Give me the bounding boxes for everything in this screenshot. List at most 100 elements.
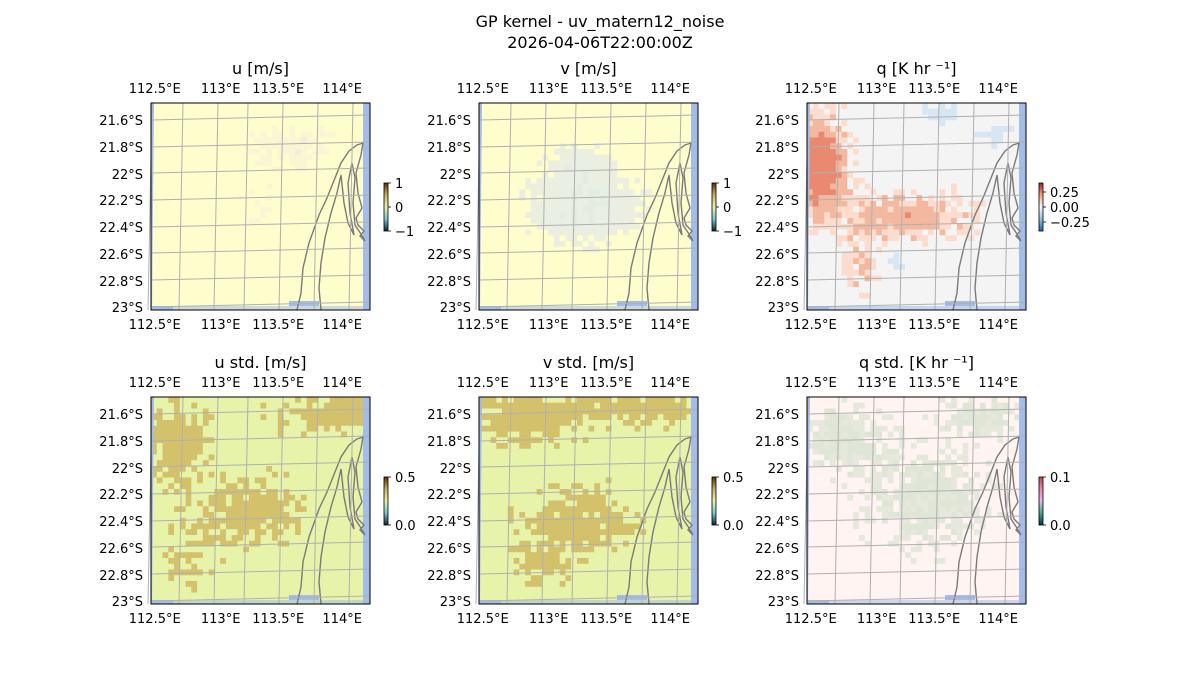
heatmap-cell xyxy=(179,229,186,236)
heatmap-cell xyxy=(237,223,244,230)
heatmap-cell xyxy=(611,154,618,161)
heatmap-cell xyxy=(974,177,981,184)
heatmap-cell xyxy=(243,397,250,404)
heatmap-cell xyxy=(571,154,578,161)
heatmap-cell xyxy=(887,252,894,259)
heatmap-cell xyxy=(640,137,647,144)
heatmap-cell xyxy=(225,402,233,409)
heatmap-cell xyxy=(323,246,331,253)
heatmap-cell xyxy=(991,287,998,294)
heatmap-cell xyxy=(910,298,917,305)
heatmap-cell xyxy=(646,246,653,253)
heatmap-cell xyxy=(346,154,354,161)
heatmap-cell xyxy=(997,149,1004,156)
heatmap-cell xyxy=(220,246,227,253)
heatmap-cell xyxy=(323,212,331,219)
heatmap-cell xyxy=(928,126,935,133)
heatmap-cell xyxy=(525,246,532,253)
heatmap-cell xyxy=(945,212,952,219)
heatmap-cell xyxy=(939,137,946,144)
heatmap-cell xyxy=(542,281,549,288)
heatmap-cell xyxy=(830,200,837,207)
heatmap-cell xyxy=(220,241,227,248)
heatmap-cell xyxy=(991,229,998,236)
heatmap-cell xyxy=(611,264,618,271)
heatmap-cell xyxy=(225,218,233,225)
heatmap-cell xyxy=(657,258,664,265)
heatmap-cell xyxy=(991,241,998,248)
heatmap-cell xyxy=(951,269,958,276)
heatmap-cell xyxy=(277,408,284,415)
heatmap-cell xyxy=(179,154,186,161)
heatmap-cell xyxy=(847,292,854,299)
heatmap-cell xyxy=(525,281,532,288)
heatmap-cell xyxy=(611,108,618,115)
heatmap-cell xyxy=(634,137,641,144)
grid-line-lat xyxy=(806,167,1027,174)
heatmap-cell xyxy=(525,229,532,236)
heatmap-cell xyxy=(185,448,192,455)
heatmap-cell xyxy=(341,414,348,421)
heatmap-cell xyxy=(979,160,987,167)
heatmap-cell xyxy=(306,189,313,196)
heatmap-cell xyxy=(881,229,889,236)
heatmap-cell xyxy=(352,489,359,496)
heatmap-cell xyxy=(559,223,566,230)
heatmap-cell xyxy=(617,103,624,110)
heatmap-cell xyxy=(156,408,163,415)
heatmap-cell xyxy=(634,218,641,225)
heatmap-cell xyxy=(853,120,860,127)
heatmap-cell xyxy=(686,223,693,230)
heatmap-cell xyxy=(542,177,549,184)
heatmap-cell xyxy=(490,212,497,219)
heatmap-cell xyxy=(283,212,290,219)
heatmap-cell xyxy=(220,420,227,427)
heatmap-cell xyxy=(582,177,589,184)
heatmap-cell xyxy=(248,443,256,450)
heatmap-cell xyxy=(674,137,682,144)
y-tick-label: 21.8°S xyxy=(99,141,143,156)
heatmap-cell xyxy=(628,160,635,167)
heatmap-cell xyxy=(576,126,584,133)
heatmap-cell xyxy=(174,241,181,248)
heatmap-cell xyxy=(289,241,296,248)
heatmap-cell xyxy=(928,252,935,259)
heatmap-cell xyxy=(191,397,198,404)
heatmap-cell xyxy=(807,241,814,248)
heatmap-cell xyxy=(605,241,612,248)
heatmap-cell xyxy=(358,298,365,305)
heatmap-cell xyxy=(830,212,837,219)
heatmap-cell xyxy=(974,298,981,305)
heatmap-cell xyxy=(197,483,204,490)
heatmap-cell xyxy=(208,131,215,138)
heatmap-cell xyxy=(582,258,589,265)
heatmap-cell xyxy=(179,477,186,484)
heatmap-cell xyxy=(352,241,359,248)
heatmap-cell xyxy=(559,108,566,115)
heatmap-cell xyxy=(289,177,296,184)
heatmap-cell xyxy=(341,489,348,496)
heatmap-cell xyxy=(168,131,175,138)
heatmap-cell xyxy=(254,229,261,236)
heatmap-cell xyxy=(266,489,273,496)
heatmap-cell xyxy=(991,143,998,150)
heatmap-cell xyxy=(168,218,175,225)
heatmap-cell xyxy=(876,252,883,259)
heatmap-cell xyxy=(220,235,227,242)
heatmap-cell xyxy=(530,229,538,236)
heatmap-cell xyxy=(243,246,250,253)
heatmap-cell xyxy=(979,154,987,161)
heatmap-cell xyxy=(306,269,313,276)
heatmap-cell xyxy=(594,143,601,150)
heatmap-cell xyxy=(197,235,204,242)
heatmap-cell xyxy=(151,154,158,161)
heatmap-cell xyxy=(254,489,261,496)
heatmap-cell xyxy=(479,108,486,115)
heatmap-cell xyxy=(300,114,307,121)
heatmap-cell xyxy=(893,200,900,207)
heatmap-cell xyxy=(479,160,486,167)
heatmap-cell xyxy=(208,149,215,156)
heatmap-cell xyxy=(617,281,624,288)
heatmap-cell xyxy=(553,281,561,288)
heatmap-cell xyxy=(824,292,831,299)
